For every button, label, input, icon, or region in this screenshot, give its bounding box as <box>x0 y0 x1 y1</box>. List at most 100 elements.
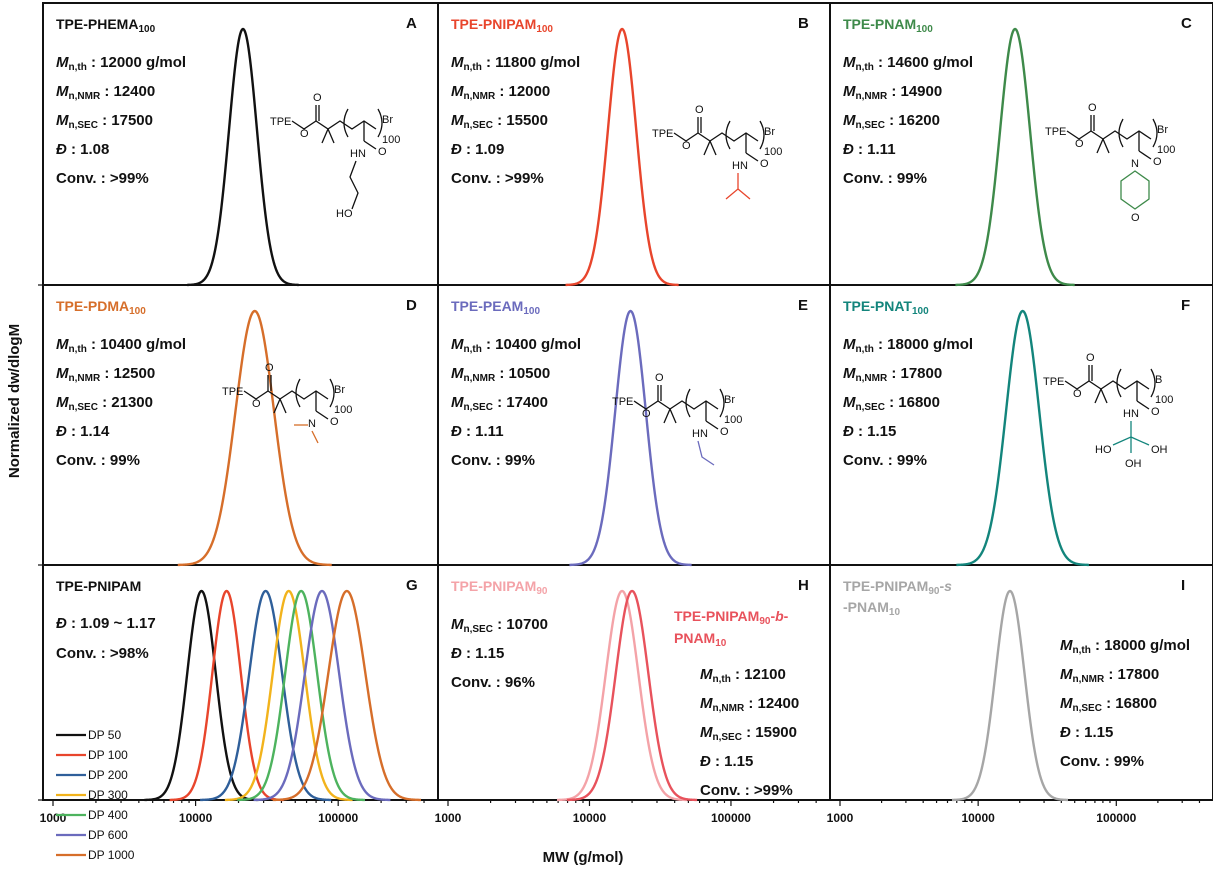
series-line-dp-200 <box>199 589 332 802</box>
info-value: : 18000 g/mol <box>874 336 973 353</box>
info-subscript: n,SEC <box>1073 703 1102 714</box>
info-subscript: n,NMR <box>1073 674 1105 685</box>
x-tick-label: 100000 <box>1096 811 1136 825</box>
info-symbol: Đ <box>700 753 711 770</box>
chem-label: O <box>1073 388 1082 400</box>
title-text: TPE-PNIPAM <box>451 578 536 594</box>
panel-title: TPE-PNAM100 <box>843 16 933 35</box>
chem-label: 100 <box>334 404 352 416</box>
legend-label: DP 400 <box>88 808 128 822</box>
chem-bracket <box>685 388 691 418</box>
x-tick-label: 1000 <box>40 811 67 825</box>
chem-bond <box>311 430 319 444</box>
info-value: : 1.14 <box>67 423 110 440</box>
panel-letter: G <box>406 577 418 594</box>
series-line <box>565 27 680 287</box>
chem-label: O <box>252 398 261 410</box>
info-symbol: M <box>700 724 713 741</box>
info-symbol: Đ <box>843 423 854 440</box>
info-subscript: n,th <box>713 674 731 685</box>
legend-label: DP 1000 <box>88 848 135 862</box>
chem-bond <box>1130 436 1150 446</box>
legend-label: DP 200 <box>88 768 128 782</box>
legend-label: DP 100 <box>88 748 128 762</box>
chem-bond <box>349 160 359 210</box>
info-symbol: M <box>700 666 713 683</box>
title-text: - <box>784 608 789 624</box>
panel-title-secondary-line2: PNAM10 <box>674 630 727 649</box>
chem-bracket <box>1118 118 1124 148</box>
title-text: TPE-PNAM <box>843 16 916 32</box>
title-subscript: 90 <box>928 586 940 597</box>
info-line: Conv. : >99% <box>451 170 544 187</box>
title-text: TPE-PNIPAM <box>674 608 759 624</box>
info-line: Conv. : >99% <box>56 170 149 187</box>
info-value: : 10400 g/mol <box>482 336 581 353</box>
series-line <box>186 27 300 287</box>
chem-label: O <box>300 128 309 140</box>
chem-label: 100 <box>724 414 742 426</box>
chem-label: O <box>330 416 339 428</box>
title-subscript: 100 <box>912 306 929 317</box>
series-line <box>954 27 1076 287</box>
chem-bracket <box>759 120 765 150</box>
x-tick-label: 100000 <box>318 811 358 825</box>
panel-title: TPE-PEAM100 <box>451 298 540 317</box>
info-symbol: M <box>56 112 69 129</box>
title-text: TPE-PDMA <box>56 298 129 314</box>
info-value: : 16800 <box>1102 695 1157 712</box>
info-value: : 14600 g/mol <box>874 54 973 71</box>
series-line-dp-1000 <box>272 589 422 802</box>
info-line: Đ : 1.14 <box>56 423 110 440</box>
chem-label: Br <box>764 126 775 138</box>
info-subscript: n,th <box>856 62 874 73</box>
info-subscript: n,NMR <box>856 373 888 384</box>
info-symbol: M <box>56 394 69 411</box>
info-line: Mn,SEC : 16800 <box>843 394 940 413</box>
chem-bond <box>1102 138 1110 154</box>
panel-title-secondary: TPE-PNIPAM90-b- <box>674 608 789 627</box>
panel-letter: E <box>798 297 808 314</box>
chem-bond <box>1100 380 1150 390</box>
info-subscript: n,th <box>69 62 87 73</box>
chem-label: O <box>1086 352 1095 364</box>
info-symbol: M <box>843 336 856 353</box>
info-symbol: M <box>451 394 464 411</box>
title-subscript: 100 <box>916 24 933 35</box>
chem-label: N <box>1131 158 1139 170</box>
info-value: : 10700 <box>493 616 548 633</box>
chem-bond <box>703 140 711 156</box>
chem-bond <box>633 400 671 410</box>
info-value: : 12000 g/mol <box>87 54 186 71</box>
info-symbol: M <box>1060 666 1073 683</box>
title-text: TPE-PEAM <box>451 298 523 314</box>
info-line: Đ : 1.08 <box>56 141 109 158</box>
info-symbol: M <box>56 83 69 100</box>
chem-label: B <box>1155 374 1162 386</box>
chem-label: O <box>1088 102 1097 114</box>
chem-bracket <box>343 108 349 138</box>
chem-bond <box>1138 150 1152 160</box>
chem-label: Br <box>382 114 393 126</box>
x-tick-label: 10000 <box>179 811 213 825</box>
chem-label: Br <box>1157 124 1168 136</box>
info-line: Mn,th : 11800 g/mol <box>451 54 580 73</box>
info-secondary-line: Mn,SEC : 15900 <box>700 724 797 743</box>
info-line: Conv. : 96% <box>451 674 535 691</box>
chem-bond <box>327 128 335 144</box>
chem-label: O <box>1153 156 1162 168</box>
info-value: Conv. : 99% <box>56 452 140 469</box>
info-symbol: M <box>843 112 856 129</box>
panel-letter: H <box>798 577 809 594</box>
panel-letter: F <box>1181 297 1190 314</box>
chem-bracket <box>1116 368 1122 398</box>
info-value: : 10500 <box>495 365 550 382</box>
info-symbol: M <box>843 365 856 382</box>
chem-bond <box>1066 130 1104 140</box>
info-symbol: Đ <box>56 615 67 632</box>
